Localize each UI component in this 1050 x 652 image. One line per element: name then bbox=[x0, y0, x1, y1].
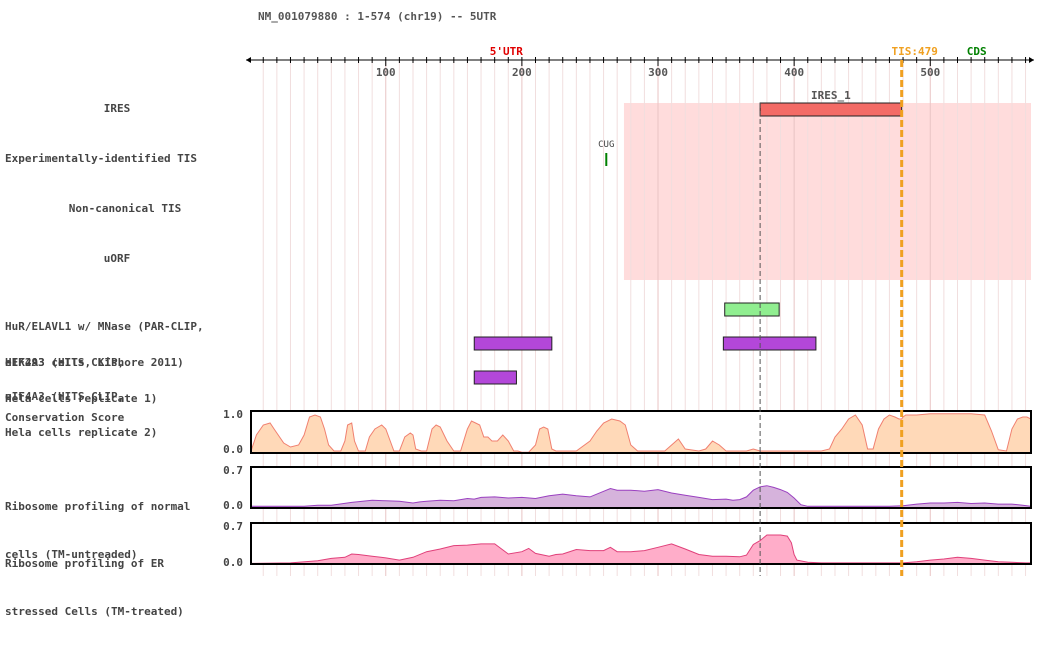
track-label-noncanonical-tis: Non-canonical TIS bbox=[68, 202, 182, 215]
ires-feature-label: IRES_1 bbox=[811, 89, 851, 102]
cds-label: CDS bbox=[967, 45, 987, 58]
eif4a3-rep1-feature-bar[interactable] bbox=[473, 336, 553, 351]
ribo-er-area bbox=[250, 534, 1032, 565]
axis-tick-label: 400 bbox=[784, 66, 804, 79]
track-plot: 100 200 300 400 500 5'UTR TIS:479 CDS IRES_1… bbox=[223, 45, 1034, 576]
track-label-exp-tis: Experimentally-identified TIS bbox=[5, 152, 198, 165]
track-label-hur-line2: HEK293 cells, Kishore 2011) bbox=[5, 356, 184, 369]
track-label-ires: IRES bbox=[103, 102, 131, 115]
hur-feature-bar[interactable] bbox=[724, 302, 780, 317]
feature-tracks: IRES_1 CUG bbox=[473, 89, 903, 385]
axis-tick-labels: 100 200 300 400 500 bbox=[376, 66, 940, 79]
conservation-ymax-label: 1.0 bbox=[223, 408, 243, 421]
utr-label: 5'UTR bbox=[490, 45, 523, 58]
track-label-conservation: Conservation Score bbox=[5, 411, 125, 424]
axis-tick-label: 500 bbox=[920, 66, 940, 79]
track-label-eif4a3-rep1-line2: Hela cells replicate 1) bbox=[5, 392, 158, 405]
ribo-er-border bbox=[250, 522, 1032, 565]
ribo-normal-area bbox=[250, 485, 1032, 509]
conservation-area bbox=[250, 413, 1032, 454]
track-label-eif4a3-rep1-line1: eIF4A3 (HITS CLIP, bbox=[5, 356, 125, 369]
track-label-hur-line1: HuR/ELAVL1 w/ MNase (PAR-CLIP, bbox=[5, 320, 204, 333]
track-label-uorf: uORF bbox=[103, 252, 131, 265]
axis-tick-label: 300 bbox=[648, 66, 668, 79]
ribo-normal-ymin-label: 0.0 bbox=[223, 499, 243, 512]
ribo-er-ymin-label: 0.0 bbox=[223, 556, 243, 569]
ribo-normal-track: 0.7 0.0 bbox=[223, 464, 1032, 512]
position-axis: 100 200 300 400 500 5'UTR TIS:479 CDS bbox=[246, 45, 1034, 79]
transcript-title: NM_001079880 : 1-574 (chr19) -- 5UTR bbox=[258, 10, 497, 23]
conservation-ymin-label: 0.0 bbox=[223, 443, 243, 456]
track-label-ribo-er-line2: stressed Cells (TM-treated) bbox=[5, 605, 184, 618]
axis-minor-ticks bbox=[262, 57, 1027, 66]
track-label-ribo-normal: Ribosome profiling of normal cells (TM-u… bbox=[5, 467, 190, 595]
ribo-er-ymax-label: 0.7 bbox=[223, 520, 243, 533]
track-label-hur: HuR/ELAVL1 w/ MNase (PAR-CLIP, HEK293 ce… bbox=[5, 297, 204, 393]
axis-arrow-left bbox=[246, 57, 251, 63]
axis-arrow-right bbox=[1029, 57, 1034, 63]
ribo-normal-border bbox=[250, 466, 1032, 509]
track-label-ribo-er-line1: Ribosome profiling of ER bbox=[5, 557, 164, 570]
track-label-eif4a3-rep2-line1: eIF4A3 (HITS CLIP, bbox=[5, 390, 125, 403]
track-label-ribo-normal-line2: cells (TM-untreaded) bbox=[5, 548, 138, 561]
axis-tick-label: 100 bbox=[376, 66, 396, 79]
tis-label: TIS:479 bbox=[892, 45, 938, 58]
exp-tis-marker-label: CUG bbox=[598, 140, 614, 150]
conservation-track: 1.0 0.0 bbox=[223, 408, 1032, 456]
ribo-normal-ymax-label: 0.7 bbox=[223, 464, 243, 477]
ires-region-highlight bbox=[623, 103, 1031, 280]
ribo-er-track: 0.7 0.0 bbox=[223, 520, 1032, 569]
genome-track-viewer: 100 200 300 400 500 5'UTR TIS:479 CDS IRES_1… bbox=[5, 10, 1034, 618]
axis-tick-label: 200 bbox=[512, 66, 532, 79]
eif4a3-rep2-feature-bar[interactable] bbox=[473, 370, 517, 385]
track-label-eif4a3-rep2-line2: Hela cells replicate 2) bbox=[5, 426, 158, 439]
ires-feature-bar[interactable] bbox=[759, 102, 903, 117]
track-label-ribo-normal-line1: Ribosome profiling of normal bbox=[5, 500, 191, 513]
track-label-ribo-er: Ribosome profiling of ER stressed Cells … bbox=[5, 524, 184, 652]
track-label-eif4a3-rep1: eIF4A3 (HITS CLIP, Hela cells replicate … bbox=[5, 333, 157, 429]
track-label-eif4a3-rep2: eIF4A3 (HITS CLIP, Hela cells replicate … bbox=[5, 367, 157, 463]
conservation-border bbox=[250, 410, 1032, 454]
eif4a3-rep1-feature-bar[interactable] bbox=[722, 336, 817, 351]
